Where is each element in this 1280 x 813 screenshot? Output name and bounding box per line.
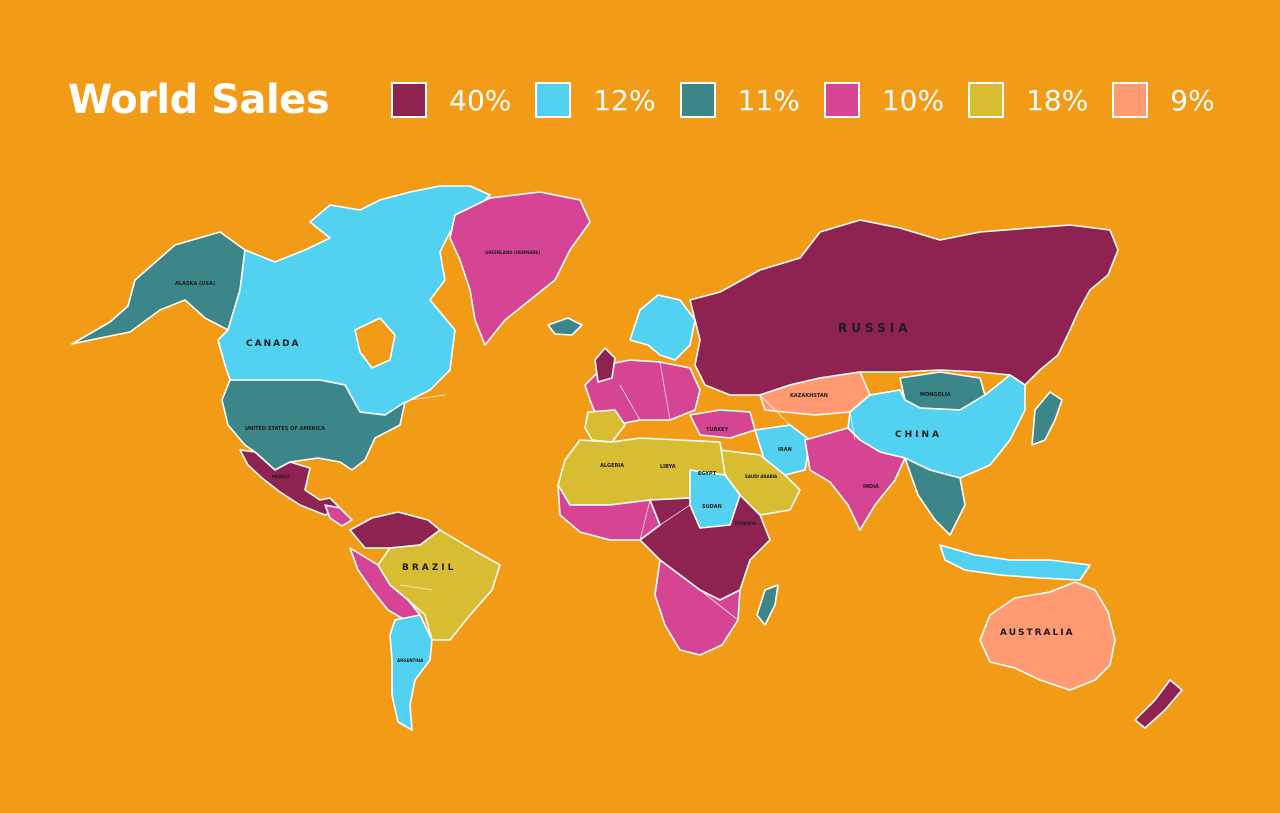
legend-label: 9%: [1170, 83, 1215, 117]
map-label-brazil: BRAZIL: [402, 563, 456, 573]
region-indonesia: [939, 544, 1091, 581]
map-label-kazakhstan: KAZAKHSTAN: [790, 393, 828, 399]
legend-label: 40%: [449, 83, 512, 117]
map-label-algeria: ALGERIA: [600, 463, 624, 469]
region-uk: [594, 347, 616, 383]
map-label-turkey: TURKEY: [706, 427, 729, 433]
legend-swatch: [1112, 82, 1149, 118]
legend-item-3: 11%: [679, 82, 800, 118]
legend-item-6: 9%: [1112, 82, 1230, 118]
map-label-ethiopia: ETHIOPIA: [735, 521, 757, 526]
map-label-russia: RUSSIA: [838, 321, 911, 335]
map-label-australia: AUSTRALIA: [1000, 628, 1075, 638]
region-scandinavia: [629, 294, 696, 361]
legend-swatch: [535, 82, 572, 118]
map-label-india: INDIA: [863, 484, 879, 490]
legend-swatch: [968, 82, 1005, 118]
legend: 40% 12% 11% 10% 18% 9%: [391, 82, 1254, 118]
region-russia: [689, 219, 1119, 396]
legend-label: 12%: [593, 83, 656, 117]
region-greenland: [449, 191, 591, 346]
region-new-zealand: [1134, 679, 1183, 729]
region-argentina: [389, 614, 433, 731]
map-label-china: CHINA: [895, 430, 942, 440]
map-label-mongolia: MONGOLIA: [920, 392, 951, 398]
region-iberia: [584, 409, 626, 443]
map-label-libya: LIBYA: [660, 464, 676, 470]
legend-label: 18%: [1026, 83, 1089, 117]
legend-swatch: [823, 82, 860, 118]
region-southern-africa: [654, 559, 741, 656]
region-usa: [221, 379, 406, 471]
map-label-sudan: SUDAN: [702, 504, 722, 510]
map-label-usa: UNITED STATES OF AMERICA: [245, 426, 325, 432]
legend-item-2: 12%: [535, 82, 656, 118]
region-australia: [979, 581, 1116, 691]
map-label-alaska: ALASKA (USA): [175, 281, 215, 287]
legend-item-5: 18%: [968, 82, 1088, 118]
map-label-saudi: SAUDI ARABIA: [745, 474, 778, 479]
region-mexico: [239, 449, 341, 516]
region-alaska: [71, 231, 246, 345]
legend-label: 10%: [881, 83, 945, 117]
region-iceland: [547, 317, 583, 336]
map-label-canada: CANADA: [246, 339, 301, 349]
header: World Sales 40% 12% 11% 10% 18% 9%: [68, 70, 1254, 130]
region-japan: [1031, 391, 1063, 446]
border-line: [230, 361, 1026, 621]
region-central-america: [324, 504, 353, 527]
map-label-egypt: EGYPT: [698, 471, 717, 477]
region-southeast-asia: [904, 457, 966, 536]
region-hudson-bay: [354, 317, 396, 369]
legend-item-1: 40%: [391, 82, 511, 118]
map-label-mexico: MEXICO: [272, 474, 290, 479]
map-label-argentina: ARGENTINA: [397, 658, 424, 663]
map-title: World Sales: [68, 77, 330, 123]
region-india: [804, 427, 906, 531]
legend-swatch: [391, 82, 428, 118]
region-turkey: [689, 409, 756, 439]
map-label-iran: IRAN: [778, 447, 792, 453]
legend-label: 11%: [737, 83, 800, 117]
legend-item-4: 10%: [823, 82, 945, 118]
region-madagascar: [756, 584, 779, 626]
legend-swatch: [679, 82, 716, 118]
map-label-greenland: GREENLAND (DENMARK): [485, 250, 540, 255]
